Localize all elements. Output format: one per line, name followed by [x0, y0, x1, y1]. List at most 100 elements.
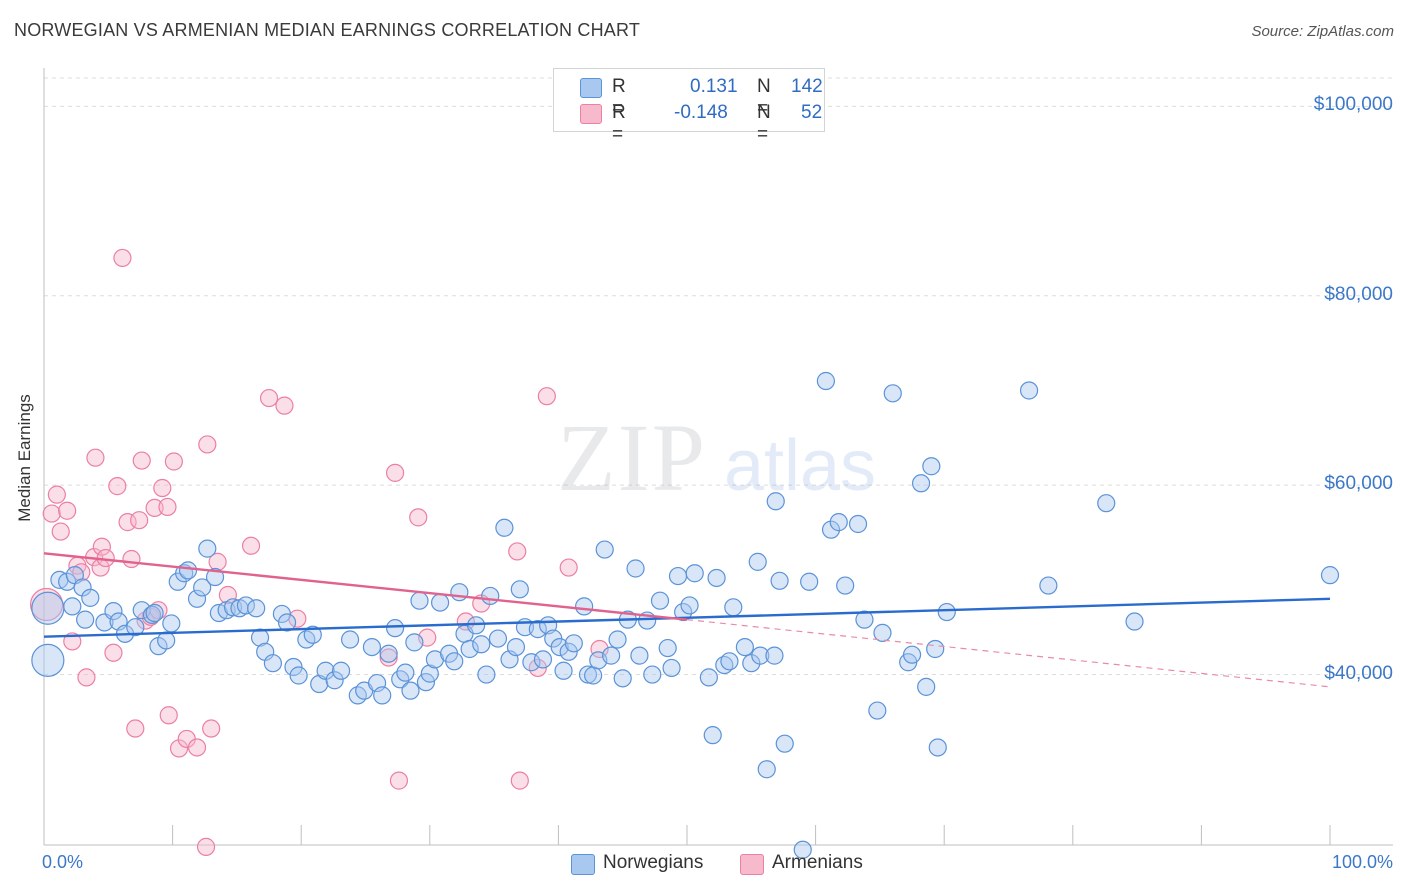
point-norwegians — [926, 639, 945, 659]
watermark-atlas: atlas — [724, 426, 876, 506]
point-norwegians — [699, 668, 718, 687]
point-armenians — [196, 837, 216, 856]
point-norwegians — [917, 677, 936, 696]
point-norwegians — [554, 661, 573, 680]
point-norwegians — [1125, 612, 1144, 631]
point-norwegians — [81, 588, 100, 607]
point-norwegians — [76, 610, 95, 629]
point-norwegians — [460, 639, 479, 659]
point-norwegians — [325, 671, 344, 690]
point-armenians — [108, 477, 127, 496]
point-norwegians — [911, 474, 931, 493]
point-armenians — [58, 501, 77, 520]
point-norwegians — [613, 669, 632, 688]
point-norwegians — [836, 576, 855, 595]
bottom-legend-swatch-armenians — [740, 854, 764, 875]
point-norwegians — [720, 652, 739, 671]
point-norwegians — [829, 513, 848, 532]
point-norwegians — [104, 602, 123, 621]
trend-lines — [43, 552, 1331, 688]
point-norwegians — [340, 630, 360, 649]
point-norwegians — [1039, 576, 1058, 595]
y-tick-label: $60,000 — [1324, 473, 1393, 495]
point-armenians — [389, 771, 409, 790]
point-norwegians — [775, 734, 794, 753]
point-norwegians — [126, 618, 145, 637]
legend-n-value-norwegians: 142 — [791, 76, 823, 97]
point-norwegians — [578, 665, 598, 684]
point-norwegians — [848, 514, 868, 534]
point-armenians — [77, 668, 96, 687]
point-norwegians — [205, 567, 225, 587]
series-norwegians-points — [31, 371, 1340, 859]
point-norwegians — [564, 634, 583, 653]
point-armenians — [29, 587, 64, 622]
point-norwegians — [668, 566, 688, 586]
point-norwegians — [401, 681, 420, 700]
series-armenians-points — [29, 248, 609, 856]
point-norwegians — [748, 552, 767, 571]
point-armenians — [51, 522, 70, 541]
point-armenians — [86, 448, 105, 467]
legend-swatch-norwegians — [580, 78, 602, 98]
y-tick-label: $40,000 — [1324, 662, 1393, 684]
point-armenians — [113, 248, 132, 268]
x-tick-max: 100.0% — [1331, 852, 1393, 872]
legend-swatch-armenians — [580, 104, 602, 124]
point-armenians — [164, 452, 183, 471]
point-norwegians — [883, 384, 902, 403]
point-norwegians — [142, 605, 162, 625]
point-norwegians — [685, 564, 704, 583]
trend-line-armenians-extrapolated — [686, 619, 1331, 688]
point-armenians — [187, 738, 207, 757]
point-armenians — [126, 719, 145, 738]
point-armenians — [153, 478, 172, 498]
point-norwegians — [178, 561, 198, 580]
point-norwegians — [703, 726, 722, 745]
watermark-zip: ZIP — [557, 404, 707, 511]
point-armenians — [508, 542, 527, 561]
point-norwegians — [650, 591, 670, 610]
legend-n-value-armenians: 52 — [801, 102, 823, 123]
point-norwegians — [707, 568, 726, 588]
correlation-legend: R = 0.131 N = 142 R = -0.148 N = 52 — [553, 68, 825, 145]
point-armenians — [275, 396, 294, 415]
point-norwegians — [1320, 566, 1340, 585]
point-armenians — [47, 485, 66, 504]
point-armenians — [145, 498, 164, 517]
point-norwegians — [1097, 494, 1116, 513]
point-armenians — [385, 463, 405, 482]
point-norwegians — [855, 610, 874, 629]
bottom-legend-label-armenians: Armenians — [772, 852, 863, 873]
point-norwegians — [816, 371, 835, 391]
point-norwegians — [481, 586, 500, 606]
point-norwegians — [162, 614, 181, 633]
point-norwegians — [247, 599, 266, 618]
point-norwegians — [145, 603, 164, 623]
point-armenians — [130, 511, 149, 530]
point-armenians — [559, 558, 578, 577]
point-norwegians — [658, 638, 677, 658]
point-norwegians — [595, 540, 614, 559]
legend-n-label: N = — [757, 102, 771, 145]
point-norwegians — [495, 518, 514, 537]
point-armenians — [198, 435, 217, 454]
point-norwegians — [198, 539, 217, 558]
source-credit: Source: ZipAtlas.com — [1251, 23, 1394, 40]
point-armenians — [159, 706, 178, 725]
point-norwegians — [450, 583, 469, 602]
point-norwegians — [331, 661, 351, 680]
trend-line-armenians — [43, 552, 688, 621]
y-tick-label: $80,000 — [1324, 283, 1393, 305]
point-norwegians — [766, 492, 785, 511]
point-norwegians — [751, 646, 770, 665]
point-norwegians — [263, 654, 283, 673]
point-norwegians — [765, 646, 784, 665]
point-armenians — [92, 537, 111, 556]
point-norwegians — [770, 571, 789, 590]
legend-n-label: N = — [757, 76, 771, 119]
point-norwegians — [528, 620, 547, 639]
point-norwegians — [477, 665, 496, 684]
point-armenians — [241, 536, 261, 555]
